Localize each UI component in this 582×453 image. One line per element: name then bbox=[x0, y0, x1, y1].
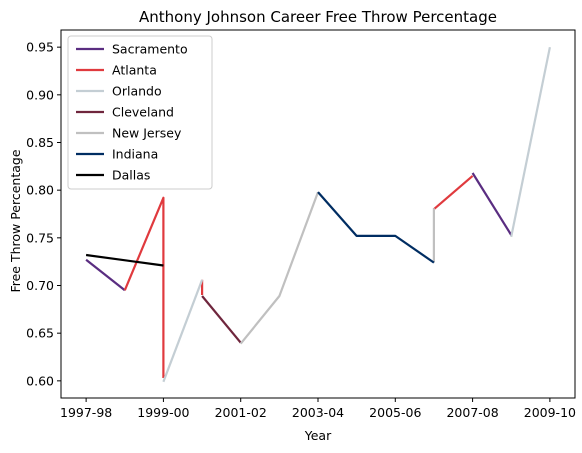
y-tick-label: 0.70 bbox=[26, 278, 54, 293]
series-line-sacramento bbox=[471, 172, 513, 236]
series-line-cleveland bbox=[201, 295, 242, 344]
y-tick-label: 0.95 bbox=[26, 40, 54, 55]
x-tick-label: 1999-00 bbox=[137, 405, 189, 420]
y-axis-title: Free Throw Percentage bbox=[8, 149, 23, 292]
x-tick-label: 2007-08 bbox=[446, 405, 498, 420]
legend-label: Atlanta bbox=[112, 63, 157, 78]
x-tick-label: 1997-98 bbox=[60, 405, 112, 420]
series-line-dallas bbox=[85, 253, 164, 267]
x-tick-label: 2003-04 bbox=[292, 405, 344, 420]
legend-label: Cleveland bbox=[112, 105, 174, 120]
y-tick-label: 0.90 bbox=[26, 87, 54, 102]
legend-label: Indiana bbox=[112, 147, 158, 162]
legend-label: Dallas bbox=[112, 168, 150, 183]
series-line-atlanta bbox=[433, 175, 474, 211]
legend-label: Orlando bbox=[112, 84, 162, 99]
series-line-orlando bbox=[162, 279, 204, 383]
x-tick-label: 2009-10 bbox=[524, 405, 576, 420]
y-tick-label: 0.75 bbox=[26, 230, 54, 245]
series-line-indiana bbox=[317, 191, 435, 264]
legend-box bbox=[67, 35, 213, 190]
y-tick-label: 0.60 bbox=[26, 373, 54, 388]
y-tick-label: 0.65 bbox=[26, 326, 54, 341]
series-line-new-jersey bbox=[239, 191, 320, 345]
legend-label: Sacramento bbox=[112, 42, 188, 57]
x-axis-title: Year bbox=[304, 428, 332, 443]
y-tick-label: 0.80 bbox=[26, 183, 54, 198]
series-line-sacramento bbox=[85, 258, 126, 292]
y-tick-label: 0.85 bbox=[26, 135, 54, 150]
x-tick-label: 2001-02 bbox=[215, 405, 267, 420]
series-line-atlanta bbox=[123, 196, 165, 378]
plot-area: 0.60 0.65 0.70 0.75 0.80 0.85 0.90 0.95 1997-98 1… bbox=[26, 29, 576, 420]
series-line-orlando bbox=[510, 46, 551, 238]
legend: Sacramento Atlanta Orlando Cleveland New Jer… bbox=[67, 35, 213, 190]
chart-title: Anthony Johnson Career Free Throw Percen… bbox=[139, 8, 497, 26]
x-tick-label: 2005-06 bbox=[369, 405, 421, 420]
legend-label: New Jersey bbox=[112, 126, 182, 141]
